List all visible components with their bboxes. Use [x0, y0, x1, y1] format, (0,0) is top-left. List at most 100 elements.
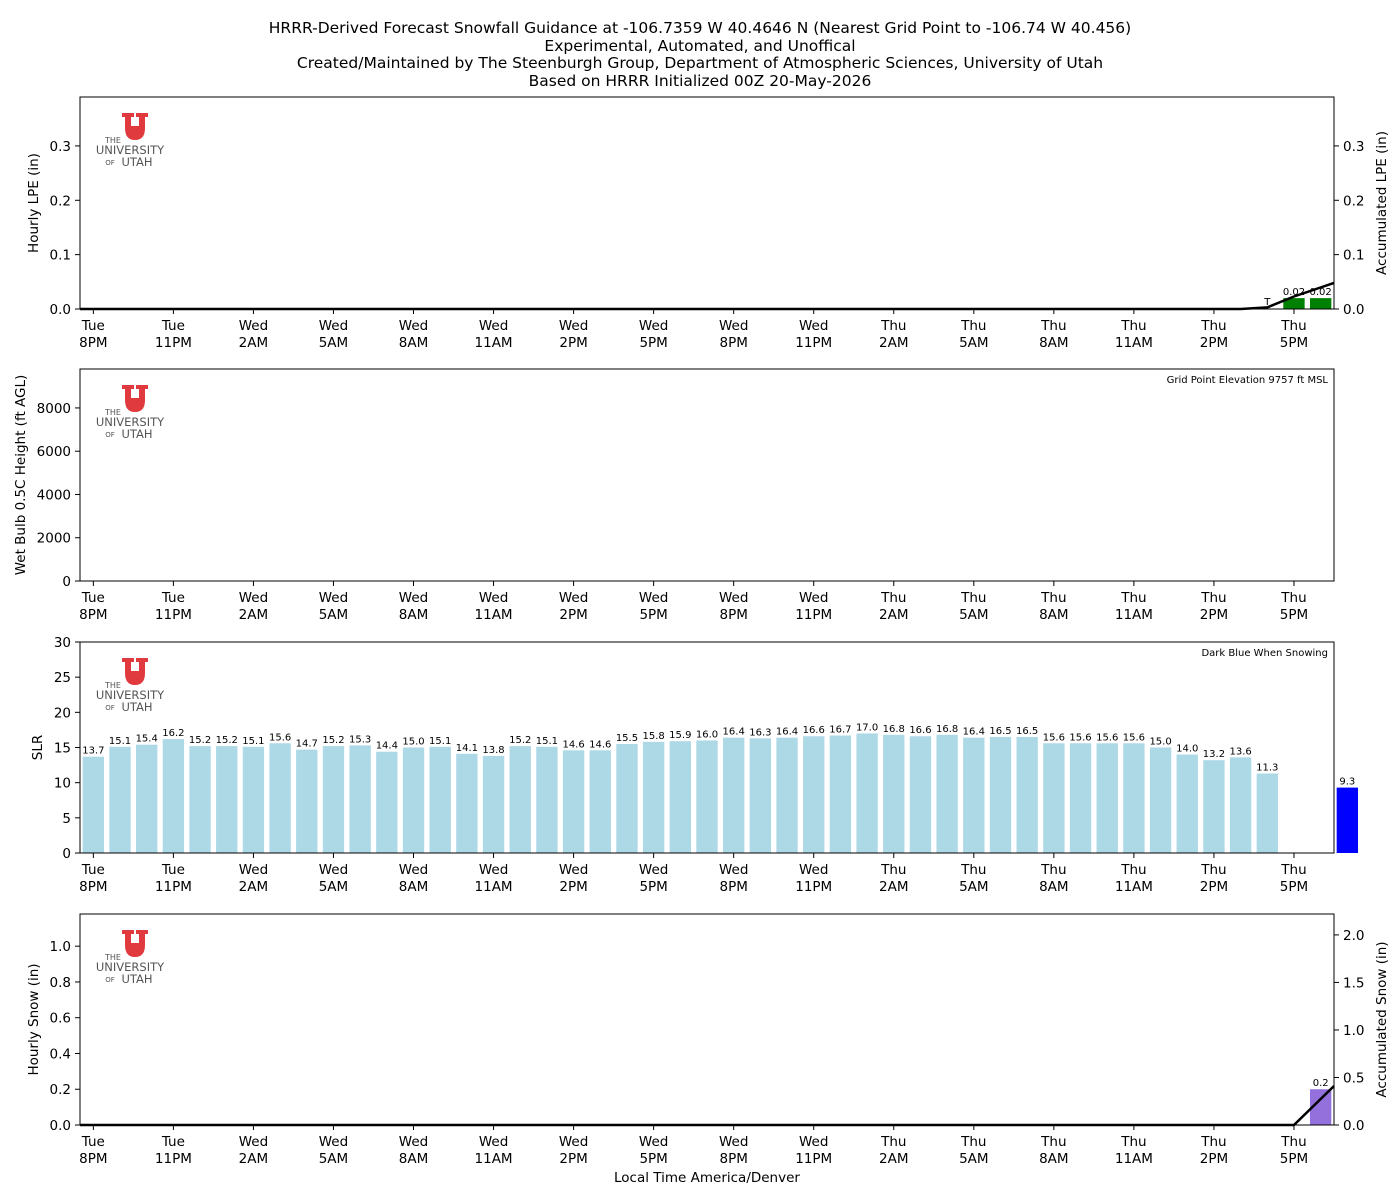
x-tick-time: 2PM [559, 879, 587, 895]
x-tick-time: 8PM [79, 607, 107, 623]
slr-bar [216, 746, 238, 853]
y2-tick-label: 0.1 [1343, 248, 1364, 264]
x-tick-time: 11PM [155, 335, 192, 351]
slr-bar-label: 15.6 [1069, 732, 1091, 743]
slr-bar-label: 11.3 [1256, 763, 1278, 774]
panel-4: 0.0 0.2 0.4 0.6 0.8 1.0 0.0 0.5 1.0 1.5 2.0 Accumul… [26, 913, 1390, 1167]
slr-bar-label: 14.1 [456, 743, 478, 754]
x-tick-day: Wed [399, 1134, 428, 1150]
slr-bar-label: 15.2 [322, 735, 344, 746]
x-tick-time: 8AM [399, 335, 428, 351]
slr-bar-label: 14.0 [1176, 744, 1198, 755]
x-tick-time: 5AM [959, 879, 988, 895]
y-tick-label: 2000 [37, 531, 71, 547]
x-tick-time: 11PM [155, 1151, 192, 1167]
panel-3: 051015202530SLRTue8PMTue11PMWed2AMWed5AM… [30, 635, 1359, 895]
y-axis-label: Hourly LPE (in) [26, 153, 42, 253]
x-tick-day: Wed [479, 318, 508, 334]
x-tick-time: 8AM [399, 607, 428, 623]
x-tick-time: 5PM [639, 879, 667, 895]
slr-bar [322, 746, 345, 853]
precip-bar-label: 0.02 [1310, 287, 1332, 298]
x-tick-day: Wed [799, 1134, 828, 1150]
y-tick-label: 30 [54, 635, 71, 651]
x-tick-time: 11AM [1115, 335, 1153, 351]
x-tick-time: 8AM [1039, 335, 1068, 351]
x-tick-time: 5PM [639, 1151, 667, 1167]
slr-bar [989, 736, 1012, 853]
slr-bar [429, 746, 451, 853]
logo-line-2: UNIVERSITY [96, 688, 165, 702]
logo-line-2: UNIVERSITY [96, 143, 165, 157]
y-tick-label: 6000 [37, 444, 71, 460]
slr-bar-label: 14.7 [296, 739, 318, 750]
x-tick-time: 8AM [1039, 879, 1068, 895]
slr-bar [269, 743, 291, 853]
x-tick-time: 5AM [319, 335, 348, 351]
logo-line-3-small: OF [105, 976, 115, 984]
slr-bar [296, 749, 318, 853]
panel-frame [79, 96, 1335, 310]
y-tick-label: 8000 [37, 401, 71, 417]
slr-bar-label: 16.6 [909, 725, 931, 736]
x-tick-day: Wed [719, 590, 748, 606]
x-tick-day: Tue [81, 590, 105, 606]
slr-bar-label: 15.6 [269, 732, 291, 743]
x-tick-time: 11AM [1115, 607, 1153, 623]
x-tick-day: Tue [161, 318, 185, 334]
x-tick-day: Thu [880, 590, 906, 606]
title-line-1: HRRR-Derived Forecast Snowfall Guidance … [268, 19, 1132, 37]
x-tick-day: Thu [1200, 318, 1226, 334]
slr-bar-label: 13.7 [82, 746, 104, 757]
slr-bar-label: 15.2 [509, 735, 531, 746]
x-tick-time: 11PM [795, 607, 832, 623]
slr-bar [1016, 736, 1038, 853]
slr-bar-label: 15.1 [429, 736, 451, 747]
x-tick-day: Thu [1040, 318, 1066, 334]
x-tick-time: 8PM [719, 1151, 747, 1167]
x-tick-time: 5AM [319, 607, 348, 623]
y-axis-label: SLR [30, 735, 46, 760]
slr-bar-label: 15.1 [109, 736, 131, 747]
y2-tick-label: 0.5 [1343, 1070, 1364, 1086]
slr-bar [1336, 787, 1359, 853]
x-tick-day: Thu [1120, 1134, 1146, 1150]
x-tick-time: 2PM [559, 607, 587, 623]
slr-bar [82, 756, 105, 853]
slr-bar [189, 746, 211, 853]
x-tick-time: 5AM [319, 879, 348, 895]
slr-bar [589, 750, 611, 853]
logo-line-3-small: OF [105, 704, 115, 712]
x-tick-day: Wed [639, 1134, 668, 1150]
title-line-4: Based on HRRR Initialized 00Z 20-May-202… [528, 71, 872, 90]
y-tick-label: 10 [54, 776, 71, 792]
x-tick-day: Wed [479, 590, 508, 606]
slr-bar-label: 15.1 [536, 736, 558, 747]
panel-frame [79, 641, 1335, 854]
x-tick-time: 11PM [155, 607, 192, 623]
slr-bar [1176, 754, 1198, 853]
logo-line-1: THE [104, 408, 121, 417]
slr-bar [776, 737, 798, 853]
x-tick-day: Thu [880, 318, 906, 334]
slr-bar [669, 741, 691, 853]
logo-line-1: THE [104, 681, 121, 690]
x-tick-day: Thu [1120, 318, 1146, 334]
panel-1: 0.0 0.1 0.2 0.3 0.0 0.1 0.2 0.3 Accumulated LPE … [26, 96, 1390, 351]
x-tick-day: Wed [239, 590, 268, 606]
x-tick-day: Wed [799, 590, 828, 606]
y-tick-label: 20 [54, 705, 71, 721]
x-tick-day: Thu [1200, 1134, 1226, 1150]
y2-axis-label: Accumulated Snow (in) [1374, 941, 1390, 1097]
slr-bar-label: 16.2 [162, 728, 184, 739]
x-tick-time: 8PM [79, 879, 107, 895]
x-tick-time: 11PM [795, 1151, 832, 1167]
x-tick-time: 5PM [1280, 335, 1308, 351]
x-tick-time: 2AM [239, 335, 268, 351]
x-tick-day: Wed [239, 1134, 268, 1150]
slr-bar [1096, 743, 1118, 853]
x-tick-time: 8AM [1039, 1151, 1068, 1167]
slr-bar-label: 15.4 [136, 734, 158, 745]
